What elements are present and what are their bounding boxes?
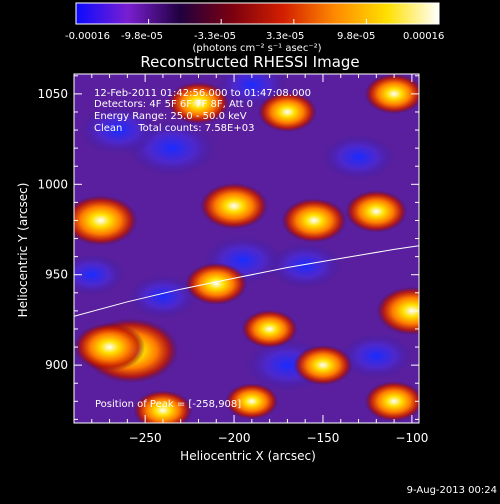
footer-date: 9-Aug-2013 00:24 (407, 485, 497, 496)
y-axis-label: Heliocentric Y (arcsec) (16, 183, 30, 318)
hot-spot (281, 198, 347, 243)
x-tick-labels: −250 −200 −150 −100 (129, 431, 429, 445)
hot-spot (293, 345, 353, 386)
y-tick-label: 900 (45, 358, 68, 372)
hot-spot (345, 190, 408, 233)
solar-limb-curve (74, 245, 419, 317)
x-tick-label: −100 (395, 431, 428, 445)
cold-spot (267, 242, 343, 289)
hot-spot (185, 262, 248, 305)
cold-spot (321, 134, 396, 181)
cold-spot (126, 274, 199, 319)
axis-ticks (74, 74, 419, 423)
hot-spot (225, 383, 279, 420)
annotation-energy-range: Energy Range: 25.0 - 50.0 keV (94, 111, 247, 122)
annotation-clean-counts: Clean Total counts: 7.58E+03 (94, 123, 254, 134)
annotation-detectors: Detectors: 4F 5F 6F 7F 8F, Att 0 (94, 99, 253, 110)
x-tick-label: −250 (129, 431, 162, 445)
colorbar-label-0: -0.00016 (65, 31, 110, 42)
hot-spot (364, 381, 419, 422)
colorbar-label-2: -3.3e-05 (194, 31, 236, 42)
y-tick-label: 950 (45, 268, 68, 282)
hot-spot (376, 286, 419, 336)
colorbar-ticks (75, 19, 440, 24)
colorbar-label-4: 9.8e-05 (337, 31, 375, 42)
colorbar-label-1: -9.8e-05 (121, 31, 163, 42)
cold-spot (338, 333, 414, 380)
plot-frame (73, 73, 420, 424)
y-tick-label: 1050 (37, 87, 68, 101)
x-tick-label: −150 (306, 431, 339, 445)
x-axis-label: Heliocentric X (arcsec) (180, 449, 316, 463)
hot-spot (257, 91, 317, 133)
hot-spot (200, 182, 269, 230)
colorbar-unit-label: (photons cm⁻² s⁻¹ asec⁻²) (192, 43, 321, 54)
hot-spot (74, 195, 138, 246)
y-tick-label: 1000 (37, 177, 68, 191)
annotation-time-range: 12-Feb-2011 01:42:56.000 to 01:47:08.000 (94, 88, 311, 99)
peak-position-label: Position of Peak = [-258,908] (95, 399, 241, 410)
cold-spot (78, 105, 159, 155)
hot-spot (241, 309, 298, 349)
x-tick-label: −200 (218, 431, 251, 445)
y-tick-labels: 900 950 1000 1050 (37, 87, 68, 372)
colorbar-label-3: 3.3e-05 (266, 31, 304, 42)
hot-spot (364, 74, 419, 114)
cold-spot (74, 253, 127, 296)
heatmap (74, 74, 419, 423)
colorbar (75, 2, 440, 25)
colorbar-label-5: 0.00016 (403, 31, 444, 42)
hot-spot (133, 390, 193, 423)
hot-spot (74, 322, 146, 372)
hot-spot (167, 81, 230, 125)
chart-title: Reconstructed RHESSI Image (140, 53, 359, 71)
hot-spots (74, 74, 419, 423)
